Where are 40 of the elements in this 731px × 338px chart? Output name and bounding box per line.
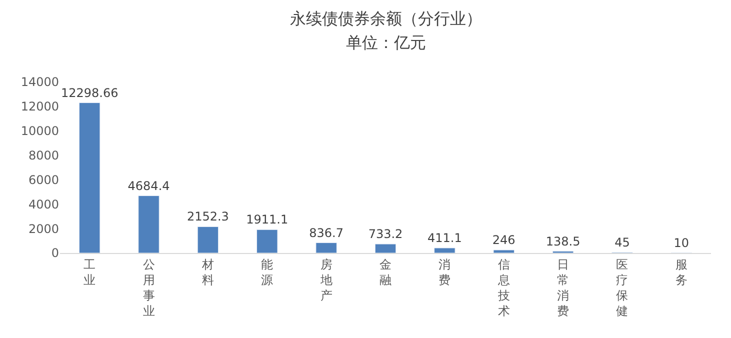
data-label: 12298.66 bbox=[60, 86, 118, 100]
bar bbox=[316, 242, 337, 253]
x-tick-label: 能源 bbox=[261, 257, 274, 287]
data-label: 45 bbox=[614, 235, 630, 250]
x-tick-label: 金融 bbox=[380, 257, 392, 287]
y-tick-label: 6000 bbox=[28, 172, 59, 187]
bar bbox=[197, 226, 219, 253]
chart-subtitle: 单位：亿元 bbox=[346, 33, 426, 52]
bar bbox=[434, 248, 456, 253]
x-tick-label: 材料 bbox=[200, 257, 214, 287]
data-label: 10 bbox=[674, 236, 690, 250]
x-tick-label: 日常消费 bbox=[557, 257, 570, 318]
data-label: 411.1 bbox=[428, 230, 462, 245]
data-label: 246 bbox=[492, 233, 516, 247]
y-tick-label: 2000 bbox=[28, 222, 59, 236]
data-label: 138.5 bbox=[546, 234, 580, 248]
x-tick-label: 信息技术 bbox=[496, 257, 510, 318]
data-label: 836.7 bbox=[309, 226, 344, 240]
x-tick-label: 工业 bbox=[84, 257, 96, 287]
data-label: 733.2 bbox=[368, 227, 403, 242]
x-tick-label: 医疗保健 bbox=[616, 257, 628, 318]
x-tick-label: 公用事业 bbox=[142, 257, 155, 318]
data-label: 1911.1 bbox=[246, 212, 288, 227]
bar bbox=[78, 102, 100, 253]
bar bbox=[374, 244, 396, 253]
y-tick-label: 8000 bbox=[28, 148, 59, 162]
data-label: 2152.3 bbox=[186, 210, 229, 224]
bar bbox=[493, 250, 514, 253]
x-tick-label: 服务 bbox=[675, 257, 688, 287]
x-tick-label: 房地产 bbox=[319, 257, 332, 303]
y-tick-label: 10000 bbox=[20, 124, 59, 138]
y-tick-label: 14000 bbox=[20, 75, 59, 90]
y-tick-label: 12000 bbox=[20, 100, 59, 114]
bar bbox=[256, 229, 278, 253]
y-tick-label: 4000 bbox=[28, 197, 59, 212]
data-label: 4684.4 bbox=[128, 178, 170, 193]
y-tick-label: 0 bbox=[51, 246, 59, 260]
bar bbox=[138, 196, 160, 253]
chart-title: 永续债债券余额（分行业） bbox=[290, 9, 482, 28]
x-tick-label: 消费 bbox=[438, 257, 451, 287]
